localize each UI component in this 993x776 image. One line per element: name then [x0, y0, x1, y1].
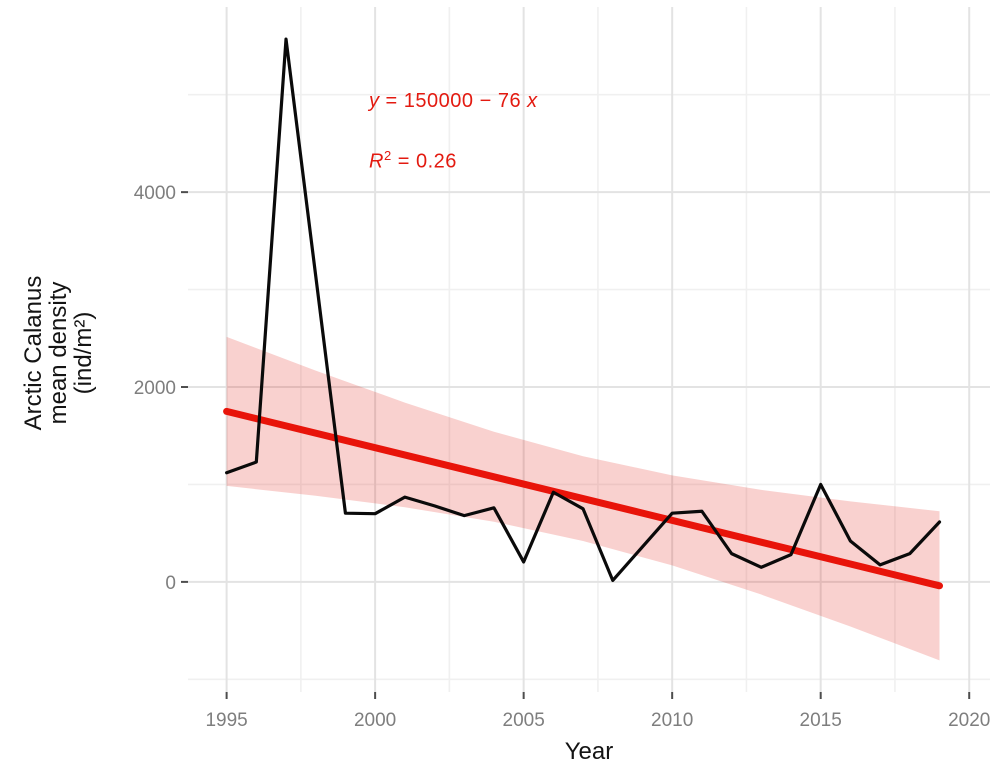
- y-tick-label: 0: [165, 573, 176, 594]
- x-tick-label: 2005: [503, 710, 545, 731]
- regression-line: [223, 407, 944, 590]
- y-axis-title-line3: (ind/m²): [70, 311, 97, 395]
- equation-mid: = 150000 − 76: [379, 90, 528, 112]
- equation-rhs: x: [527, 90, 538, 112]
- y-tick-label: 4000: [134, 183, 176, 204]
- regression-equation: y = 150000 − 76 x: [369, 90, 538, 113]
- series-line: [225, 37, 942, 583]
- y-axis-title: Arctic Calanus mean density (ind/m²): [20, 3, 99, 703]
- r-squared-base: R: [369, 150, 384, 173]
- y-axis-title-line2: mean density: [45, 281, 72, 425]
- x-tick-label: 2000: [354, 710, 396, 731]
- x-axis-title: Year: [564, 738, 614, 765]
- x-tick-label: 2020: [948, 710, 990, 731]
- x-tick-label: 2015: [800, 710, 842, 731]
- y-axis-title-line1: Arctic Calanus: [20, 275, 47, 431]
- equation-lhs: y: [369, 90, 380, 112]
- r-squared-rest: = 0.26: [391, 150, 457, 173]
- x-tick-label: 1995: [205, 710, 247, 731]
- r-squared-label: R2 = 0.26: [369, 148, 457, 174]
- y-tick-label: 2000: [134, 378, 176, 399]
- x-tick-label: 2010: [651, 710, 693, 731]
- r-squared-sup: 2: [383, 148, 392, 163]
